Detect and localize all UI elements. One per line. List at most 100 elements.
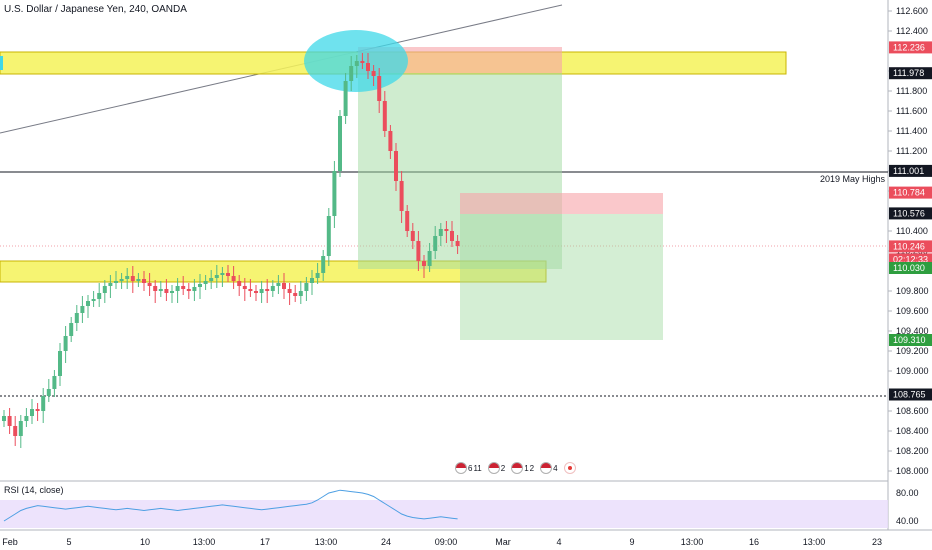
candle-body <box>382 101 387 131</box>
candle-body <box>108 283 113 286</box>
price-tick-label: 111.400 <box>896 126 927 136</box>
candle-body <box>354 61 359 66</box>
time-tick-label: 17 <box>260 537 270 547</box>
candle-body <box>18 421 23 436</box>
candle-body <box>170 291 174 293</box>
price-tag-bg <box>889 334 932 346</box>
candle-body <box>153 286 158 291</box>
candle-body <box>326 216 331 256</box>
price-tag-label: 109.310 <box>893 335 926 345</box>
candle-body <box>13 426 18 436</box>
price-tag-bg <box>889 67 932 80</box>
candle-body <box>433 236 438 251</box>
event-badge[interactable]: 4 <box>540 462 558 474</box>
event-count: 6 <box>468 463 473 473</box>
price-tick-label: 111.600 <box>896 106 927 116</box>
price-tag-bg <box>889 262 932 274</box>
candle-body <box>203 281 208 284</box>
candles-group <box>2 53 460 448</box>
short-1-target-zone <box>358 73 562 269</box>
candle-body <box>158 289 163 291</box>
rsi-tick-label: 40.00 <box>896 516 919 526</box>
candle-body <box>349 66 354 81</box>
event-badge[interactable]: 6 11 <box>455 462 482 474</box>
rsi-title: RSI (14, close) <box>4 485 64 495</box>
short-2-stop-zone <box>460 193 663 214</box>
price-tag-bg <box>889 240 932 253</box>
price-tick-label: 108.200 <box>896 446 929 456</box>
candle-body <box>259 289 264 293</box>
candle-body <box>142 279 146 283</box>
price-tag-bg <box>889 207 932 220</box>
candle-body <box>147 283 152 286</box>
candle-body <box>343 81 348 116</box>
price-tag-bg <box>889 388 932 401</box>
time-tick-label: 09:00 <box>435 537 458 547</box>
candle-body <box>175 286 180 291</box>
candle-body <box>46 389 51 396</box>
candle-body <box>102 286 107 293</box>
candle-body <box>97 293 102 299</box>
candle-body <box>287 289 292 293</box>
price-tick-label: 111.200 <box>896 146 927 156</box>
candle-body <box>242 286 247 289</box>
candle-body <box>214 275 219 278</box>
us-flag-icon <box>487 462 500 474</box>
candle-body <box>30 409 34 416</box>
candle-body <box>231 276 236 281</box>
price-tick-label: 109.400 <box>896 326 929 336</box>
us-flag-icon <box>455 462 467 474</box>
candle-body <box>198 284 202 287</box>
candle-body <box>405 211 410 231</box>
event-badge[interactable]: 2 <box>487 462 506 474</box>
event-badge[interactable] <box>563 462 576 474</box>
event-dot-icon <box>563 462 576 474</box>
candle-body <box>24 416 29 421</box>
price-tag-label: 110.784 <box>893 188 925 198</box>
candle-body <box>130 276 135 281</box>
candle-body <box>63 336 68 351</box>
candle-body <box>265 289 270 291</box>
candle-body <box>35 409 40 411</box>
candle-body <box>438 229 443 236</box>
us-flag-icon <box>511 462 524 474</box>
candle-body <box>58 351 62 376</box>
candle-body <box>416 241 421 261</box>
time-tick-label: 23 <box>872 537 882 547</box>
candle-body <box>276 283 281 286</box>
price-tags: 112.236 111.978 111.001 110.784 110.576 110.2… <box>889 41 932 401</box>
candle-body <box>366 63 370 71</box>
candle-body <box>422 261 426 266</box>
time-tick-label: 13:00 <box>681 537 704 547</box>
candle-body <box>293 293 298 296</box>
candle-body <box>209 278 214 281</box>
candle-body <box>450 231 454 241</box>
time-tick-label: 5 <box>66 537 71 547</box>
rsi-band <box>0 500 888 528</box>
price-tag-label: 110.576 <box>893 208 925 218</box>
price-tag-bg <box>889 186 932 199</box>
candle-body <box>388 131 393 151</box>
candle-body <box>298 291 303 296</box>
candle-body <box>91 299 96 301</box>
candle-body <box>444 229 449 231</box>
price-tag-label: 02:12:33 <box>893 254 928 264</box>
rsi-axis-ticks: 80.00 40.00 <box>896 488 919 526</box>
candle-body <box>114 281 118 283</box>
candle-body <box>86 301 90 306</box>
candle-body <box>237 281 242 286</box>
candle-body <box>410 231 415 241</box>
candle-body <box>74 313 79 323</box>
price-tag-label: 111.001 <box>893 166 924 176</box>
candle-body <box>7 416 12 426</box>
event-count: 2 <box>500 463 506 473</box>
price-tag-label: 108.765 <box>893 390 926 400</box>
candle-body <box>69 323 74 336</box>
candle-body <box>248 289 253 291</box>
candle-body <box>226 273 230 276</box>
time-tick-label: 9 <box>629 537 634 547</box>
candle-body <box>181 286 186 289</box>
